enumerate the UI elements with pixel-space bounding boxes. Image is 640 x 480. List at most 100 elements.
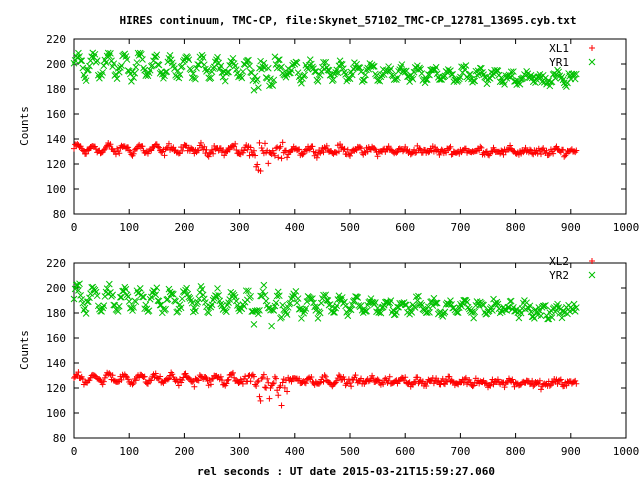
- data-point: [469, 308, 476, 316]
- data-point: [331, 309, 338, 316]
- data-point: [470, 382, 477, 389]
- data-point: [242, 287, 250, 295]
- data-point: [132, 63, 140, 71]
- data-point: [374, 376, 381, 383]
- data-point: [196, 289, 204, 296]
- data-point: [123, 291, 131, 299]
- data-point: [270, 76, 278, 84]
- data-point: [302, 305, 310, 312]
- y-tick-label: 120: [46, 382, 66, 395]
- data-point: [213, 292, 220, 300]
- data-point: [341, 298, 348, 306]
- data-point: [118, 293, 125, 301]
- data-point: [322, 373, 329, 380]
- data-point: [169, 371, 176, 378]
- data-point: [463, 298, 471, 306]
- data-point: [97, 307, 104, 315]
- data-point: [446, 373, 453, 380]
- data-point: [271, 152, 278, 159]
- data-point: [164, 376, 171, 383]
- data-point: [363, 307, 370, 315]
- data-point: [102, 59, 110, 66]
- data-point: [352, 372, 359, 379]
- data-point: [415, 292, 422, 300]
- data-point: [447, 67, 454, 74]
- data-point: [141, 66, 149, 74]
- data-point: [323, 142, 330, 149]
- data-point: [259, 374, 266, 381]
- data-point: [162, 305, 169, 313]
- data-point: [561, 153, 568, 160]
- data-point: [87, 290, 94, 297]
- data-point: [504, 303, 512, 311]
- data-point: [217, 300, 225, 308]
- data-point: [461, 376, 468, 383]
- data-point: [417, 65, 425, 73]
- data-point: [294, 69, 302, 76]
- data-point: [360, 76, 368, 84]
- data-point: [494, 67, 502, 75]
- data-point: [462, 374, 469, 381]
- data-point: [266, 304, 273, 312]
- data-point: [99, 69, 107, 76]
- data-point: [471, 308, 479, 316]
- data-point: [448, 71, 455, 78]
- data-point: [77, 291, 84, 299]
- data-point: [255, 84, 262, 91]
- data-point: [281, 72, 289, 79]
- data-point: [167, 290, 175, 298]
- data-point: [278, 63, 285, 71]
- y-tick-label: 100: [46, 183, 66, 196]
- data-point: [112, 71, 120, 78]
- data-point: [230, 291, 238, 299]
- data-point: [176, 71, 184, 78]
- data-point: [225, 376, 232, 383]
- data-point: [537, 151, 544, 158]
- data-point: [441, 308, 449, 316]
- data-point: [489, 307, 496, 314]
- top-legend: XL1 YR1: [549, 42, 596, 69]
- data-point: [292, 288, 300, 295]
- data-point: [317, 379, 324, 386]
- data-point: [536, 377, 543, 384]
- data-point: [224, 377, 231, 384]
- data-point: [135, 52, 143, 59]
- data-point: [154, 143, 161, 150]
- data-point: [446, 145, 453, 152]
- data-point: [139, 56, 146, 63]
- data-point: [142, 301, 150, 309]
- data-point: [314, 315, 322, 322]
- data-point: [422, 76, 430, 84]
- data-point: [194, 61, 202, 68]
- data-point: [265, 379, 272, 386]
- data-point: [330, 76, 337, 83]
- data-point: [250, 147, 257, 154]
- data-point: [386, 373, 393, 380]
- data-point: [185, 374, 192, 381]
- data-point: [83, 150, 90, 157]
- data-point: [172, 298, 179, 305]
- data-point: [189, 308, 197, 316]
- data-point: [112, 151, 119, 158]
- data-point: [232, 66, 240, 73]
- x-tick-label: 800: [506, 221, 526, 234]
- data-point: [282, 147, 289, 154]
- data-point: [195, 147, 202, 154]
- data-point: [75, 369, 82, 376]
- data-point: [355, 64, 363, 71]
- data-point: [527, 308, 535, 316]
- data-point: [79, 64, 87, 72]
- data-point: [439, 375, 446, 382]
- data-point: [335, 148, 342, 155]
- data-point: [425, 149, 432, 156]
- data-point: [82, 310, 90, 317]
- data-point: [199, 54, 207, 61]
- data-point: [139, 143, 146, 150]
- data-point: [539, 302, 547, 310]
- data-point: [118, 62, 125, 69]
- data-point: [260, 59, 268, 67]
- legend-label-yr2: YR2: [549, 269, 569, 282]
- data-point: [75, 287, 82, 294]
- data-point: [106, 370, 113, 377]
- data-point: [346, 75, 354, 83]
